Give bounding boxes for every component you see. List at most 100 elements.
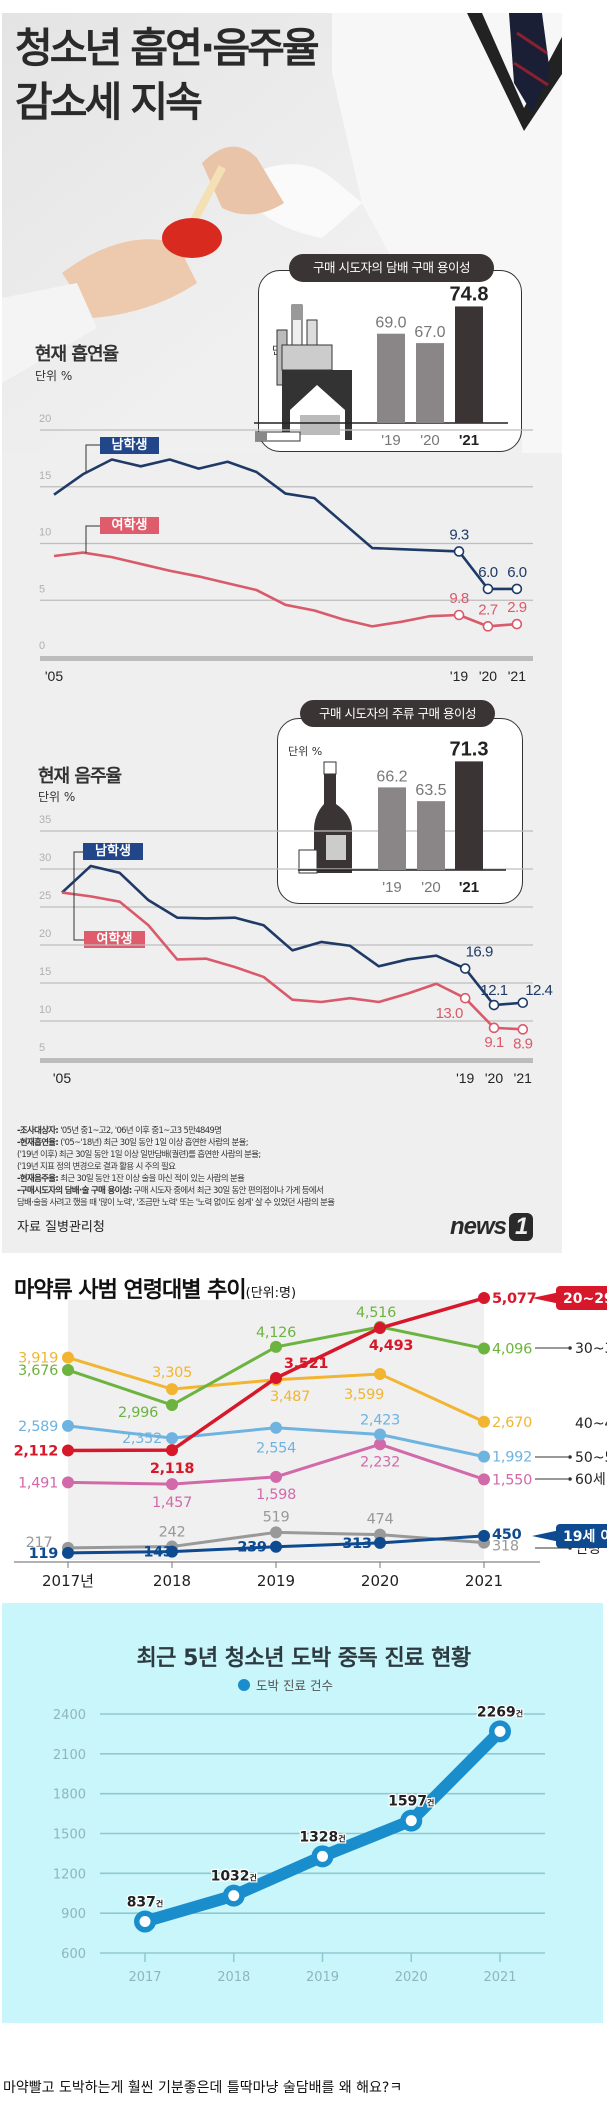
tie (509, 13, 550, 113)
hand-right (202, 146, 284, 215)
drinking-data-label: 12.4 (525, 982, 552, 999)
smoking-unit: 단위 % (35, 369, 73, 383)
drug-data-label: 217 (26, 1535, 53, 1551)
gambling-data-label: 1328건 (299, 1829, 345, 1845)
gambling-point-center (228, 1890, 240, 1902)
series-label-dot (568, 1346, 572, 1350)
drinking-xtick-label: '05 (53, 1070, 71, 1086)
drug-data-label: 1,992 (492, 1450, 532, 1466)
alcohol-inset-title: 구매 시도자의 주류 구매 용이성 (300, 700, 495, 727)
gambling-ytick-label: 1200 (53, 1867, 86, 1882)
cigarette-pack (162, 218, 222, 258)
drug-data-label: 4,516 (356, 1305, 396, 1321)
drinking-point (459, 992, 471, 1004)
drinking-female-tag: 여학생 (84, 931, 145, 948)
tobacco-category-label: '21 (459, 432, 479, 449)
tobacco-value-label: 74.8 (450, 283, 489, 305)
footnote-text: ('19년 지표 정의 변경으로 결과 활용 시 주의 필요 (17, 1161, 176, 1171)
drug-point (374, 1322, 386, 1335)
news1-logo: news 1 (450, 1213, 534, 1241)
alcohol-category-label: '20 (421, 879, 441, 896)
drug-data-label: 2,232 (360, 1454, 400, 1470)
gambling-point-center (494, 1725, 506, 1737)
series-label: 40~4 (575, 1416, 607, 1432)
drug-data-label: 2,352 (122, 1431, 162, 1447)
drug-data-label: 5,077 (492, 1291, 536, 1307)
smoking-ytick-label: 0 (39, 640, 45, 652)
drinking-point (459, 963, 471, 974)
post-caption: 마약빨고 도박하는게 훨씬 기분좋은데 틀딱마냥 술담배를 왜 해요?ㅋ (3, 2080, 403, 2096)
gambling-unit: 건 (427, 1798, 434, 1808)
drug-point (166, 1383, 178, 1396)
sweater (332, 13, 562, 453)
drug-point (62, 1476, 74, 1489)
tobacco-bar (416, 343, 444, 423)
drinking-point (488, 1022, 500, 1034)
source-label: 자료 질병관리청 (17, 1220, 105, 1235)
drug-data-label: 313 (342, 1536, 371, 1552)
gambling-x-label: 2021 (483, 1970, 516, 1985)
gambling-ytick-label: 900 (61, 1907, 86, 1922)
tobacco-category-label: '20 (420, 432, 440, 449)
smoking-title: 현재 흡연율 (35, 344, 119, 365)
drinking-male-tag: 남학생 (83, 843, 143, 860)
drug-point (478, 1342, 490, 1355)
drug-data-label: 1,457 (152, 1495, 192, 1511)
footnote-line: -조사대상자: '05년 중1~고2, '06년 이후 중1~고3 5만4849… (17, 1124, 222, 1136)
smoking-ytick-label: 5 (39, 583, 45, 595)
smoking-xtick-label: '19 (450, 668, 468, 684)
footnote-text: 담배·술을 사려고 했을 때 '많이 노력', '조금만 노력' 또는 '노력 … (17, 1197, 335, 1207)
drug-point (270, 1540, 282, 1553)
drug-x-label: 2020 (361, 1572, 399, 1590)
footnote-label: -현재음주율: (17, 1173, 59, 1183)
drinking-title: 현재 음주율 (38, 766, 122, 787)
gambling-ytick-label: 2400 (53, 1708, 86, 1723)
smoking-point (453, 609, 465, 621)
series-label: 20~29 (563, 1291, 607, 1307)
gambling-ytick-label: 1500 (53, 1828, 86, 1843)
gambling-x-label: 2019 (306, 1970, 339, 1985)
hand-left (62, 239, 197, 318)
gambling-value: 1032 (211, 1869, 250, 1885)
drug-data-label: 1,550 (492, 1472, 532, 1488)
smoking-female-connector (85, 525, 100, 553)
gambling-unit: 건 (338, 1833, 345, 1843)
series-callout (556, 1286, 607, 1310)
gambling-point-center (405, 1815, 417, 1827)
drinking-ytick-label: 30 (39, 852, 51, 864)
drug-x-label: 2017년 (42, 1572, 94, 1590)
drug-unit: (단위:명) (245, 1286, 297, 1301)
gambling-title: 최근 5년 청소년 도박 중독 진료 현황 (136, 1646, 471, 1671)
drinking-point (517, 997, 529, 1009)
drug-chart-title: 마약류 사범 연령대별 추이(단위:명) (14, 1272, 296, 1304)
cigarette (186, 165, 226, 231)
gambling-ytick-label: 600 (61, 1947, 86, 1962)
drug-point (374, 1438, 386, 1451)
tobacco-category-label: '19 (381, 432, 401, 449)
drug-data-label: 2,670 (492, 1415, 532, 1431)
alcohol-value-label: 63.5 (415, 782, 446, 799)
photo-background (2, 13, 562, 453)
footnote-line: ('19년 이후) 최근 30일 동안 1일 이상 일반담배(궐련)를 흡연한 … (17, 1148, 261, 1160)
drug-data-label: 4,096 (492, 1341, 532, 1357)
smoking-data-label: 6.0 (478, 564, 498, 581)
drinking-point (488, 999, 500, 1011)
footnote-text: ('19년 이후) 최근 30일 동안 1일 이상 일반담배(궐련)를 흡연한 … (17, 1149, 261, 1159)
drug-data-label: 119 (29, 1546, 59, 1562)
series-callout-pointer (532, 1530, 560, 1542)
gambling-x-label: 2017 (128, 1970, 161, 1985)
gambling-legend: 도박 진료 건수 (238, 1675, 333, 1694)
series-label-dot (568, 1477, 572, 1481)
legend-dot-icon (238, 1679, 250, 1691)
smoking-point (511, 618, 523, 630)
drug-data-label: 2,996 (118, 1405, 158, 1421)
series-label: 50~5 (575, 1450, 607, 1466)
alcohol-category-label: '19 (382, 879, 402, 896)
gambling-unit: 건 (250, 1873, 257, 1883)
drug-point (62, 1419, 74, 1432)
drinking-line-female (61, 891, 523, 1031)
smoking-data-label: 2.7 (478, 601, 498, 618)
drug-point (166, 1432, 178, 1445)
smoking-male-tag: 남학생 (100, 437, 159, 454)
drinking-data-label: 16.9 (466, 944, 493, 961)
